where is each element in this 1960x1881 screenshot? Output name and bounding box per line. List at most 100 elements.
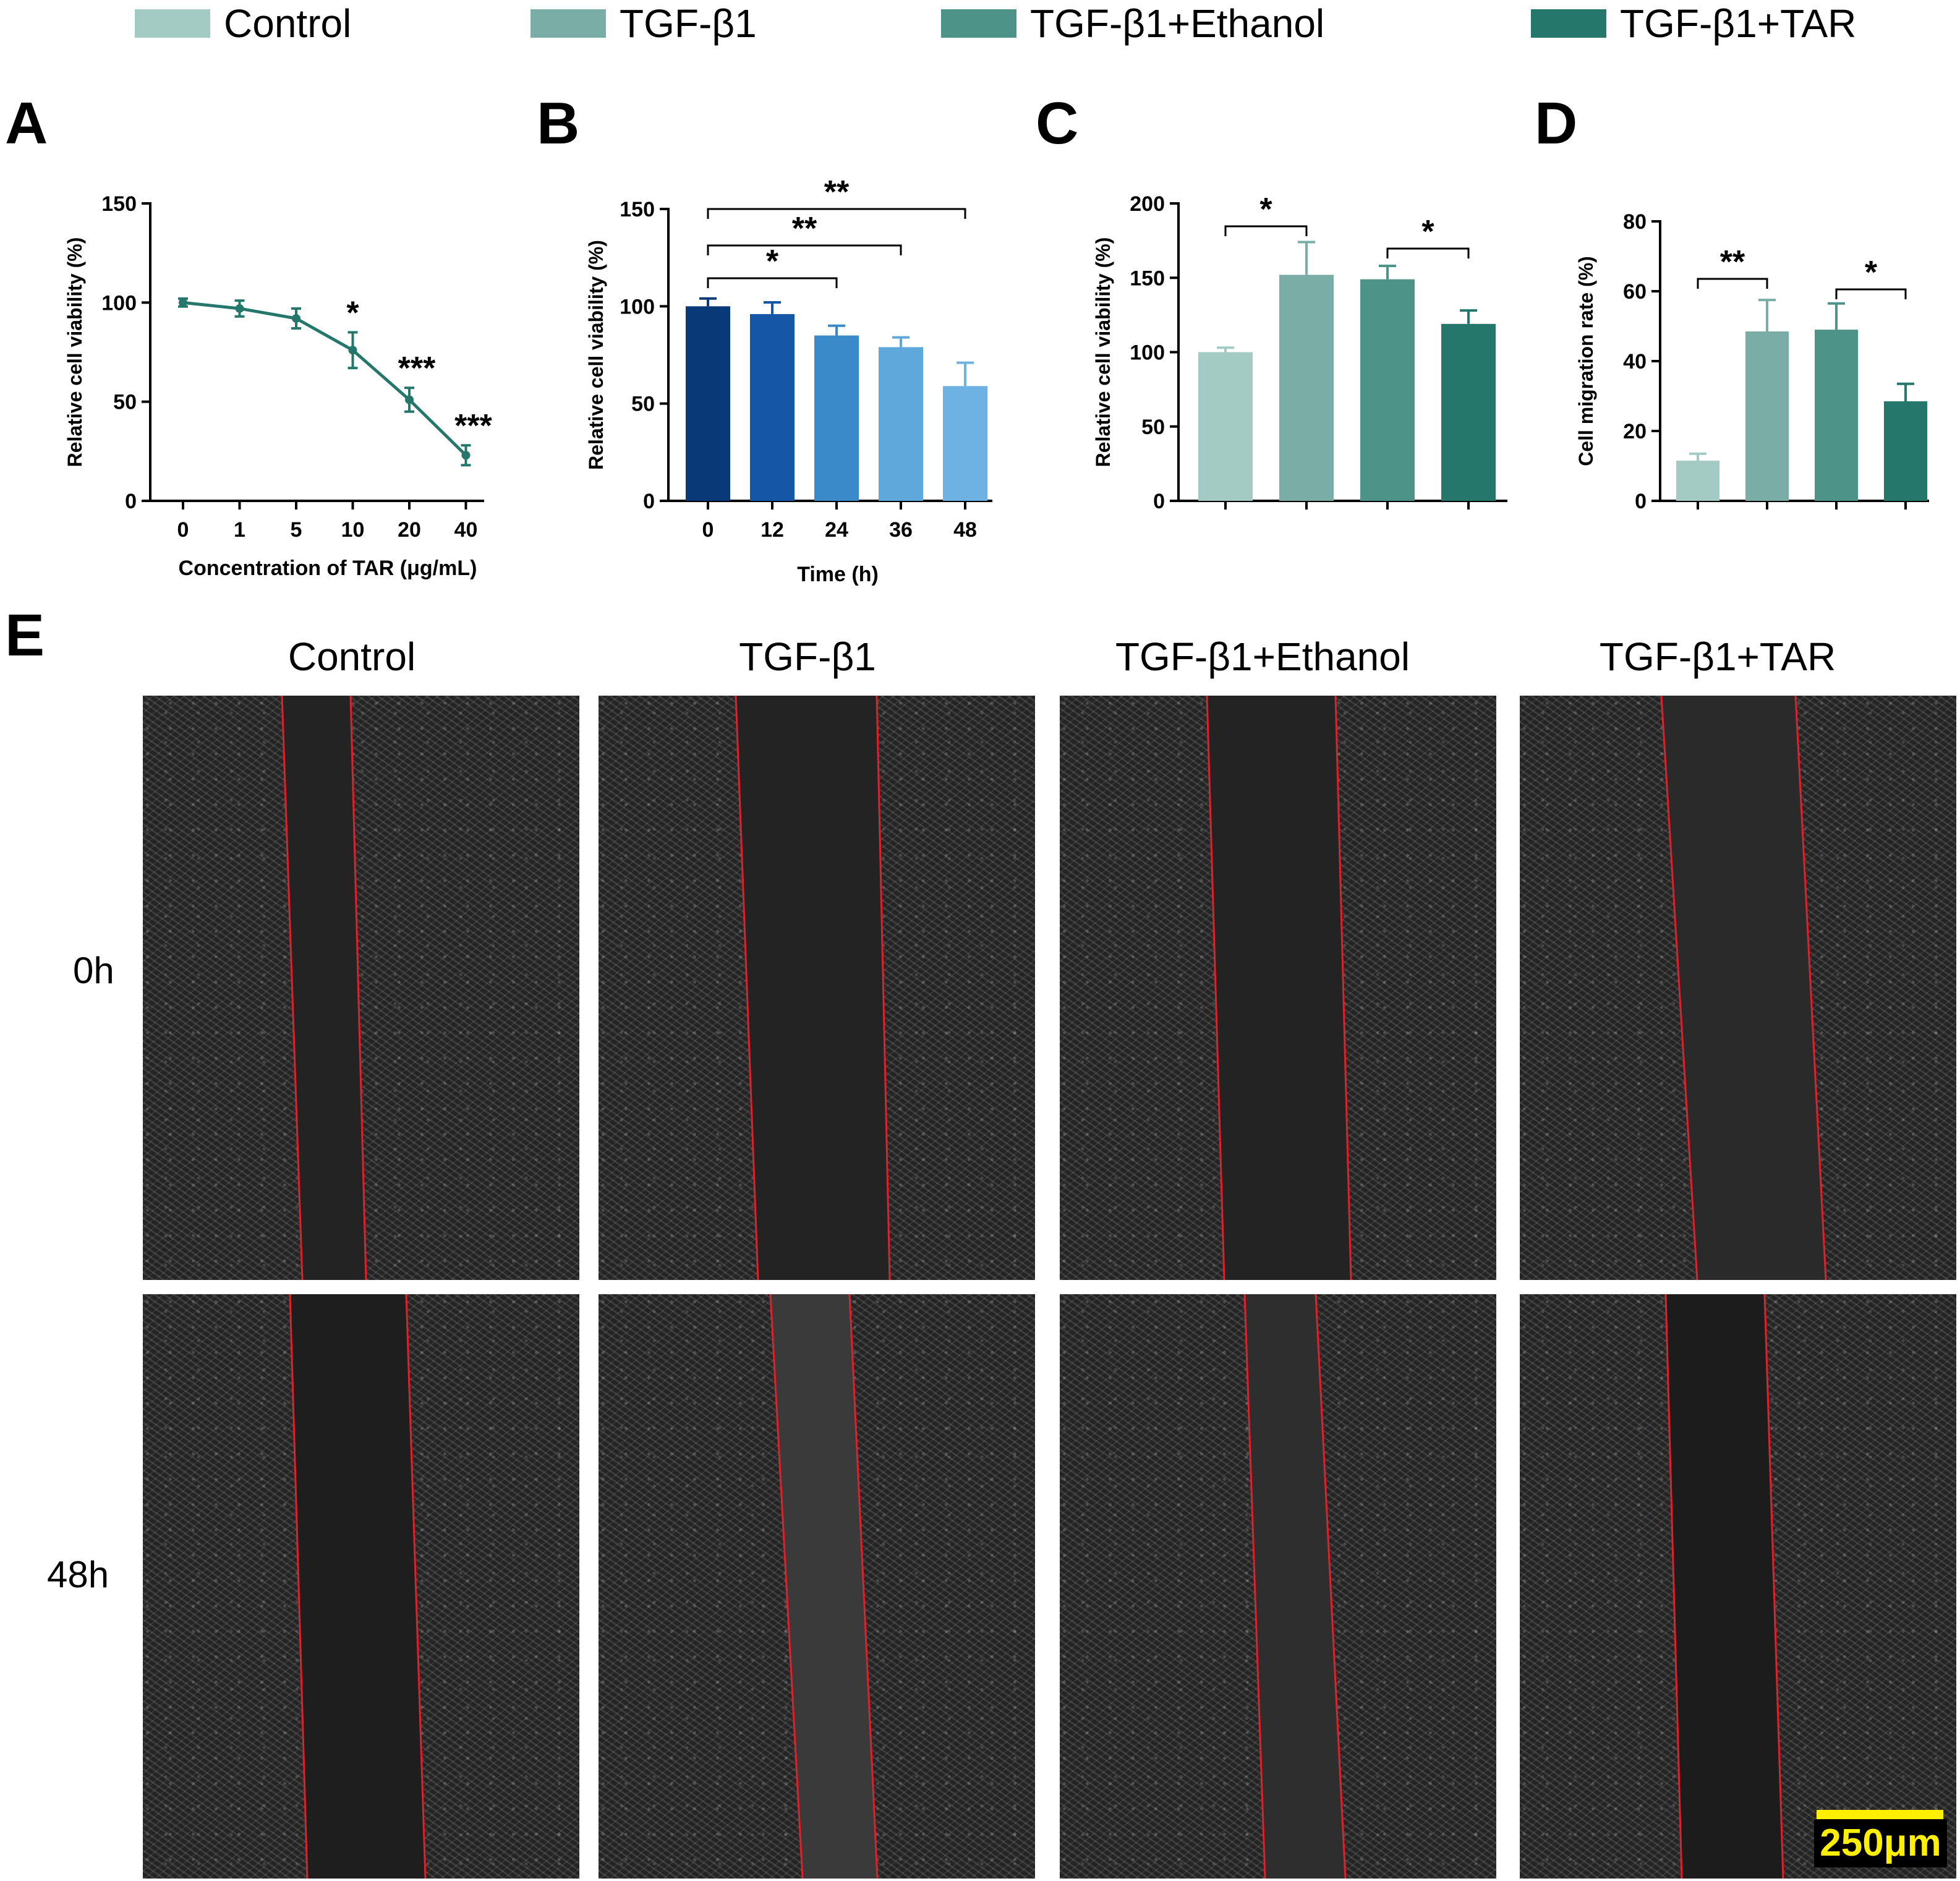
bar [1745,331,1789,501]
chart-b: 0 50 100 150 Relative cell viability (%) 0 12 2… [585,174,992,586]
micrograph-tgf-ethanol-0h [1060,696,1496,1280]
bar [1360,279,1415,501]
scale-bar [1817,1810,1943,1820]
y-tick-label: 0 [643,490,655,513]
y-tick-label: 150 [620,198,655,221]
bar [1676,461,1719,501]
legend-label-tgf-ethanol: TGF-β1+Ethanol [1030,1,1325,46]
significance-bracket [707,208,966,219]
data-point [405,395,414,404]
significance-bracket [1835,288,1907,299]
data-point [348,346,357,355]
significance-label: * [1421,214,1434,250]
y-tick-label: 150 [101,192,137,216]
micrograph-tgf-ethanol-48h [1060,1294,1496,1879]
y-tick-label: 50 [631,393,655,416]
y-tick-label: 0 [125,490,137,513]
series-line [182,301,467,457]
y-tick-label: 0 [1153,490,1165,513]
x-tick-label: 40 [454,518,478,542]
micro-row-label-48h: 48h [47,1554,109,1595]
panel-letter-d: D [1535,90,1578,156]
y-tick-label: 150 [1130,267,1165,290]
panel-letter-b: B [537,90,580,156]
legend-swatch-tgf-ethanol [941,9,1016,38]
y-tick-label: 100 [1130,341,1165,365]
y-tick-label: 100 [620,295,655,318]
y-tick-label: 50 [113,391,137,414]
micrograph-tgf-48h [599,1294,1035,1879]
x-tick-label: 24 [825,518,848,542]
micro-col-title-tgf: TGF-β1 [739,634,876,679]
bar [750,314,795,501]
bar [1279,275,1334,501]
significance-label: * [346,295,359,331]
y-axis-label: Relative cell viability (%) [585,240,607,470]
micrograph-tgf-tar-48h [1520,1294,1956,1879]
significance-label: ** [824,174,850,210]
micrograph-control-48h [143,1294,579,1879]
micro-row-label-0h: 0h [73,950,114,991]
chart-a: 0 50 100 150 Relative cell viability (%) 0 1 5 1… [64,192,493,580]
x-tick-label: 48 [953,518,977,542]
significance-label: *** [398,351,436,386]
micro-col-title-tgf-tar: TGF-β1+TAR [1599,634,1836,679]
y-axis-label: Relative cell viability (%) [64,237,86,467]
bar [1441,323,1496,501]
legend-item-tgf-ethanol: TGF-β1+Ethanol [941,1,1325,46]
legend-item-tgf-tar: TGF-β1+TAR [1531,1,1857,46]
micro-col-title-tgf-ethanol: TGF-β1+Ethanol [1115,634,1410,679]
y-tick-label: 20 [1623,420,1647,443]
bar [1815,330,1858,501]
bar [943,386,987,501]
significance-label: * [766,244,779,279]
bar [814,335,859,501]
significance-label: ** [1720,244,1745,280]
micrograph-tgf-tar-0h [1520,696,1956,1280]
legend: Control TGF-β1 TGF-β1+Ethanol TGF-β1+TAR [0,0,1960,49]
micrograph-tgf-0h [599,696,1035,1280]
x-axis-label: Concentration of TAR (μg/mL) [179,557,477,580]
x-tick-label: 10 [341,518,365,542]
panel-letter-c: C [1036,90,1079,156]
y-tick-label: 60 [1623,280,1647,304]
y-tick-label: 50 [1141,416,1165,439]
legend-label-tgf: TGF-β1 [620,1,757,46]
legend-swatch-control [135,9,210,38]
legend-label-tgf-tar: TGF-β1+TAR [1620,1,1857,46]
x-tick-label: 1 [234,518,245,542]
x-axis-label: Time (h) [797,563,879,586]
data-point [235,304,244,313]
x-tick-label: 12 [761,518,784,542]
legend-swatch-tgf [530,9,606,38]
y-axis-label: Cell migration rate (%) [1575,256,1597,466]
panel-letter-a: A [5,90,48,156]
bar [879,347,923,501]
significance-bracket [1224,225,1308,236]
significance-bracket [1697,278,1768,289]
data-point [292,314,300,323]
micrograph-control-0h [143,696,579,1280]
x-tick-label: 20 [398,518,421,542]
significance-label: * [1865,255,1878,291]
data-point [179,298,187,307]
legend-swatch-tgf-tar [1531,9,1606,38]
significance-bracket [707,277,838,288]
y-tick-label: 40 [1623,350,1647,373]
significance-label: *** [454,408,492,444]
bar [1198,352,1253,501]
legend-item-control: Control [135,1,352,46]
bar [1884,401,1927,501]
micro-col-title-control: Control [288,634,416,679]
panel-letter-e: E [5,602,45,668]
x-tick-label: 36 [889,518,913,542]
y-tick-label: 0 [1635,490,1647,513]
x-tick-label: 0 [702,518,714,542]
significance-bracket [707,244,902,255]
y-tick-label: 80 [1623,210,1647,234]
x-tick-label: 5 [291,518,302,542]
scale-bar-label: 250μm [1814,1819,1947,1867]
x-tick-label: 0 [177,518,189,542]
legend-item-tgf: TGF-β1 [530,1,757,46]
legend-label-control: Control [224,1,352,46]
